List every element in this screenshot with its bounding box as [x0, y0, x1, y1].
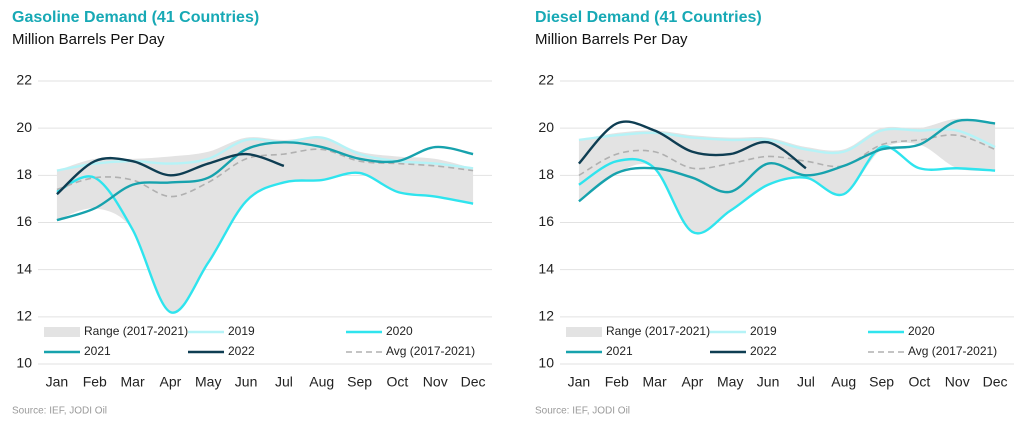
legend-label: 2020: [386, 324, 413, 338]
y-tick-label: 16: [538, 213, 554, 229]
series-line: [56, 171, 474, 314]
range-band: [56, 137, 474, 313]
x-tick-label: Jan: [568, 374, 591, 390]
x-tick-label: Jun: [235, 374, 258, 390]
series-line: [56, 152, 285, 196]
y-tick-label: 12: [16, 308, 32, 324]
x-tick-label: Dec: [983, 374, 1008, 390]
series-line: [56, 148, 474, 198]
legend-label: 2019: [228, 324, 255, 338]
series-line: [578, 118, 996, 203]
x-tick-label: Apr: [682, 374, 704, 390]
x-tick-label: Jan: [46, 374, 69, 390]
x-tick-label: Feb: [605, 374, 629, 390]
y-tick-label: 14: [16, 260, 32, 276]
series-line: [578, 134, 996, 177]
y-tick-label: 10: [16, 355, 32, 371]
legend-label: Range (2017-2021): [84, 324, 188, 338]
y-tick-label: 20: [538, 119, 554, 135]
chart-title: Diesel Demand (41 Countries): [535, 9, 762, 26]
legend-label: Avg (2017-2021): [908, 344, 997, 358]
y-tick-label: 20: [16, 119, 32, 135]
x-tick-label: Feb: [83, 374, 107, 390]
x-tick-label: Aug: [309, 374, 334, 390]
legend-label: Avg (2017-2021): [386, 344, 475, 358]
x-tick-label: Jul: [797, 374, 815, 390]
x-tick-label: Sep: [869, 374, 894, 390]
x-tick-label: Nov: [945, 374, 970, 390]
legend-label: Range (2017-2021): [606, 324, 710, 338]
chart-title: Gasoline Demand (41 Countries): [12, 9, 259, 26]
series-line: [578, 127, 996, 155]
x-tick-label: Mar: [643, 374, 667, 390]
source: Source: IEF, JODI Oil: [12, 406, 107, 417]
x-tick-label: Sep: [347, 374, 372, 390]
legend-swatch: [566, 327, 602, 337]
legend-label: 2022: [750, 344, 777, 358]
y-tick-label: 22: [16, 72, 32, 88]
chart-subtitle: Million Barrels Per Day: [535, 31, 688, 48]
x-tick-label: Aug: [831, 374, 856, 390]
x-tick-label: Jun: [757, 374, 780, 390]
x-tick-label: Jul: [275, 374, 293, 390]
legend-label: 2021: [84, 344, 111, 358]
x-tick-label: May: [195, 374, 221, 390]
source: Source: IEF, JODI Oil: [535, 406, 630, 417]
x-tick-label: Oct: [387, 374, 409, 390]
x-tick-label: Nov: [423, 374, 448, 390]
y-tick-label: 18: [16, 166, 32, 182]
y-tick-label: 10: [538, 355, 554, 371]
legend-label: 2022: [228, 344, 255, 358]
y-tick-label: 16: [16, 213, 32, 229]
x-tick-label: Dec: [461, 374, 486, 390]
legend-label: 2020: [908, 324, 935, 338]
x-tick-label: May: [717, 374, 743, 390]
x-tick-label: Apr: [160, 374, 182, 390]
y-tick-label: 14: [538, 260, 554, 276]
x-tick-label: Oct: [909, 374, 931, 390]
series-line: [56, 141, 474, 222]
legend-label: 2019: [750, 324, 777, 338]
x-tick-label: Mar: [121, 374, 145, 390]
y-tick-label: 22: [538, 72, 554, 88]
legend-label: 2021: [606, 344, 633, 358]
y-tick-label: 12: [538, 308, 554, 324]
legend-swatch: [44, 327, 80, 337]
series-line: [578, 120, 807, 170]
y-tick-label: 18: [538, 166, 554, 182]
chart-subtitle: Million Barrels Per Day: [12, 31, 165, 48]
